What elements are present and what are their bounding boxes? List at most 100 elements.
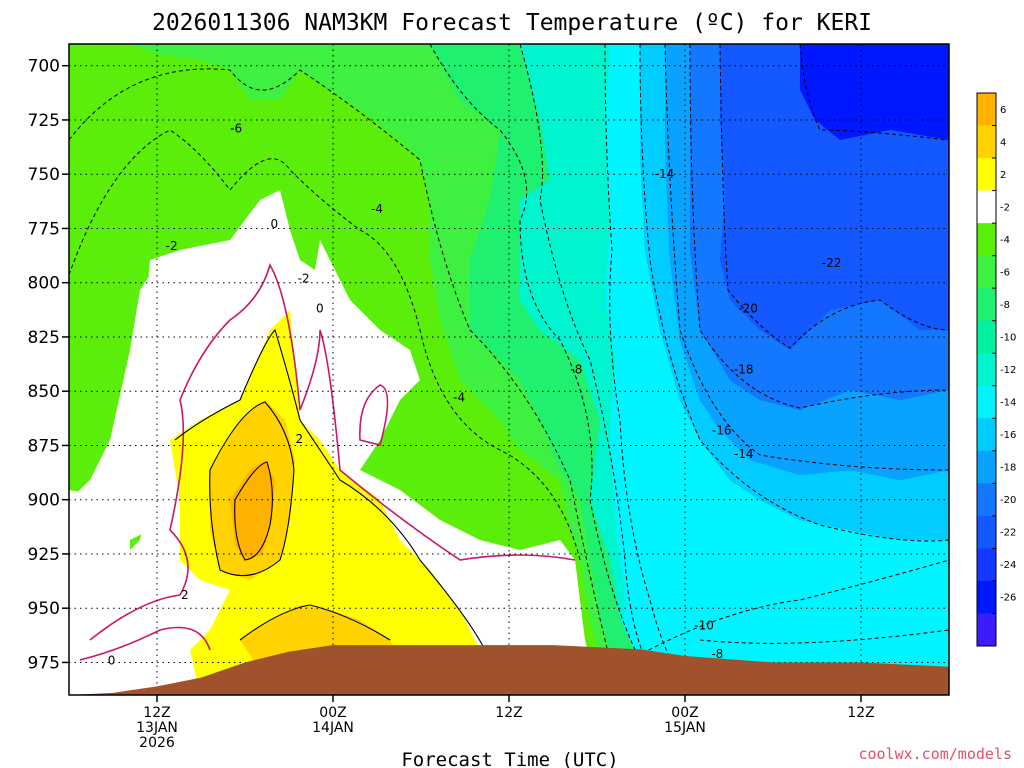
- warm-line: [174, 328, 486, 651]
- contour-label: 2: [181, 588, 189, 602]
- colorbar-tick-label: -2: [1000, 202, 1010, 213]
- credit-text[interactable]: coolwx.com/models: [858, 745, 1012, 763]
- contour-label: -4: [371, 202, 383, 216]
- x-tick-label: 00Z: [671, 705, 698, 721]
- band-cold-16: [665, 44, 949, 480]
- x-tick-label: 15JAN: [664, 720, 706, 736]
- ground-surface: [69, 645, 949, 695]
- y-tick-label: 750: [28, 165, 60, 185]
- colorbar-band: [977, 353, 996, 387]
- colorbar-band: [977, 613, 996, 647]
- y-tick-label: 775: [28, 219, 60, 239]
- colorbar-tick-label: 6: [1000, 105, 1006, 116]
- colorbar-band: [977, 320, 996, 354]
- colorbar-tick-label: -20: [1000, 495, 1016, 506]
- colorbar-tick-label: -18: [1000, 463, 1016, 474]
- colorbar: 6 4 2 -2 -4 -6 -8 -10 -12 -14 -16 -18 -20 -22 -24 -26: [976, 92, 1016, 647]
- plot-area: -6-20-4-20-14-22-20-8 -18-42-16-142-100 -8: [69, 44, 949, 695]
- band-warm-6: [230, 460, 275, 560]
- colorbar-band: [977, 515, 996, 549]
- y-tick-label: 925: [28, 545, 60, 565]
- colorbar-tick-label: -14: [1000, 398, 1016, 409]
- colorbar-tick-label: -22: [1000, 528, 1016, 539]
- warm-line: [209, 401, 295, 577]
- contour-label: -16: [712, 423, 732, 437]
- isotherm-line: [629, 559, 949, 661]
- colorbar-band: [977, 190, 996, 224]
- colorbar-tick-label: -16: [1000, 430, 1016, 441]
- colorbar-tick-label: 4: [1000, 137, 1006, 148]
- x-tick-label: 00Z: [319, 705, 346, 721]
- contour-label: -4: [453, 391, 465, 405]
- y-tick-label: 950: [28, 599, 60, 619]
- contour-label: -22: [822, 256, 842, 270]
- x-tick-label: 2026: [139, 735, 175, 751]
- band-warm-2: [170, 310, 480, 695]
- colorbar-tick-label: 2: [1000, 170, 1006, 181]
- warm-line: [239, 604, 391, 641]
- warm-contours: [79, 262, 576, 661]
- x-axis-label: Forecast Time (UTC): [401, 749, 618, 768]
- y-tick-label: 825: [28, 328, 60, 348]
- contour-label: -14: [655, 167, 675, 181]
- contour-label: -14: [734, 447, 754, 461]
- colorbar-band: [977, 223, 996, 257]
- y-tick-label: 900: [28, 491, 60, 511]
- isotherm-line: [69, 129, 581, 561]
- x-tick-label: 12Z: [143, 705, 170, 721]
- isotherm-line: [429, 44, 641, 661]
- colorbar-tick-label: -26: [1000, 593, 1016, 604]
- colorbar-tick-label: -12: [1000, 365, 1016, 376]
- band-cold-14: [640, 44, 949, 540]
- y-axis: 700 725 750 775 800 825 850 875 900 925 950 975: [28, 57, 69, 673]
- x-tick-label: 12Z: [847, 705, 874, 721]
- band-cold-24: [800, 44, 949, 140]
- freezing-line: [89, 262, 576, 641]
- y-tick-label: 975: [28, 653, 60, 673]
- contour-label: 0: [108, 653, 116, 667]
- colorbar-band: [977, 93, 996, 127]
- band-cold-20: [720, 44, 949, 350]
- contour-label: -10: [694, 619, 714, 633]
- contour-label: -18: [734, 363, 754, 377]
- contour-label: -2: [298, 271, 310, 285]
- colorbar-band: [977, 418, 996, 452]
- colorbar-band: [977, 255, 996, 289]
- chart-title: 2026011306 NAM3KM Forecast Temperature (…: [152, 10, 872, 36]
- y-tick-label: 800: [28, 274, 60, 294]
- colorbar-band: [977, 580, 996, 614]
- colorbar-band: [977, 158, 996, 192]
- colorbar-tick-label: -10: [1000, 332, 1016, 343]
- y-tick-label: 875: [28, 436, 60, 456]
- contour-label: 2: [295, 432, 303, 446]
- isotherm-line: [699, 629, 949, 644]
- band-cold-18: [690, 44, 949, 410]
- colorbar-band: [977, 288, 996, 322]
- colorbar-tick-label: -4: [1000, 235, 1010, 246]
- isotherm-line: [604, 44, 691, 691]
- contour-labels: -6-20-4-20-14-22-20-8 -18-42-16-142-100 -8: [108, 122, 842, 668]
- isotherm-line: [69, 68, 611, 661]
- colorbar-band: [977, 450, 996, 484]
- contour-label: -2: [166, 239, 178, 253]
- x-tick-label: 13JAN: [136, 720, 178, 736]
- freezing-line: [359, 384, 389, 446]
- isotherm-line: [664, 44, 949, 471]
- y-tick-label: 850: [28, 382, 60, 402]
- y-tick-label: 700: [28, 57, 60, 77]
- contour-label: 0: [316, 302, 324, 316]
- colorbar-tick-label: -6: [1000, 267, 1010, 278]
- colorbar-band: [977, 483, 996, 517]
- x-tick-label: 12Z: [495, 705, 522, 721]
- contour-label: -8: [711, 647, 723, 661]
- isotherm-line: [719, 44, 949, 349]
- colorbar-tick-label: -24: [1000, 560, 1016, 571]
- contour-lines: [69, 44, 949, 691]
- colorbar-band: [977, 125, 996, 159]
- x-tick-label: 14JAN: [312, 720, 354, 736]
- colorbar-tick-label: -8: [1000, 300, 1010, 311]
- freezing-line: [79, 626, 211, 661]
- contour-label: -20: [738, 302, 758, 316]
